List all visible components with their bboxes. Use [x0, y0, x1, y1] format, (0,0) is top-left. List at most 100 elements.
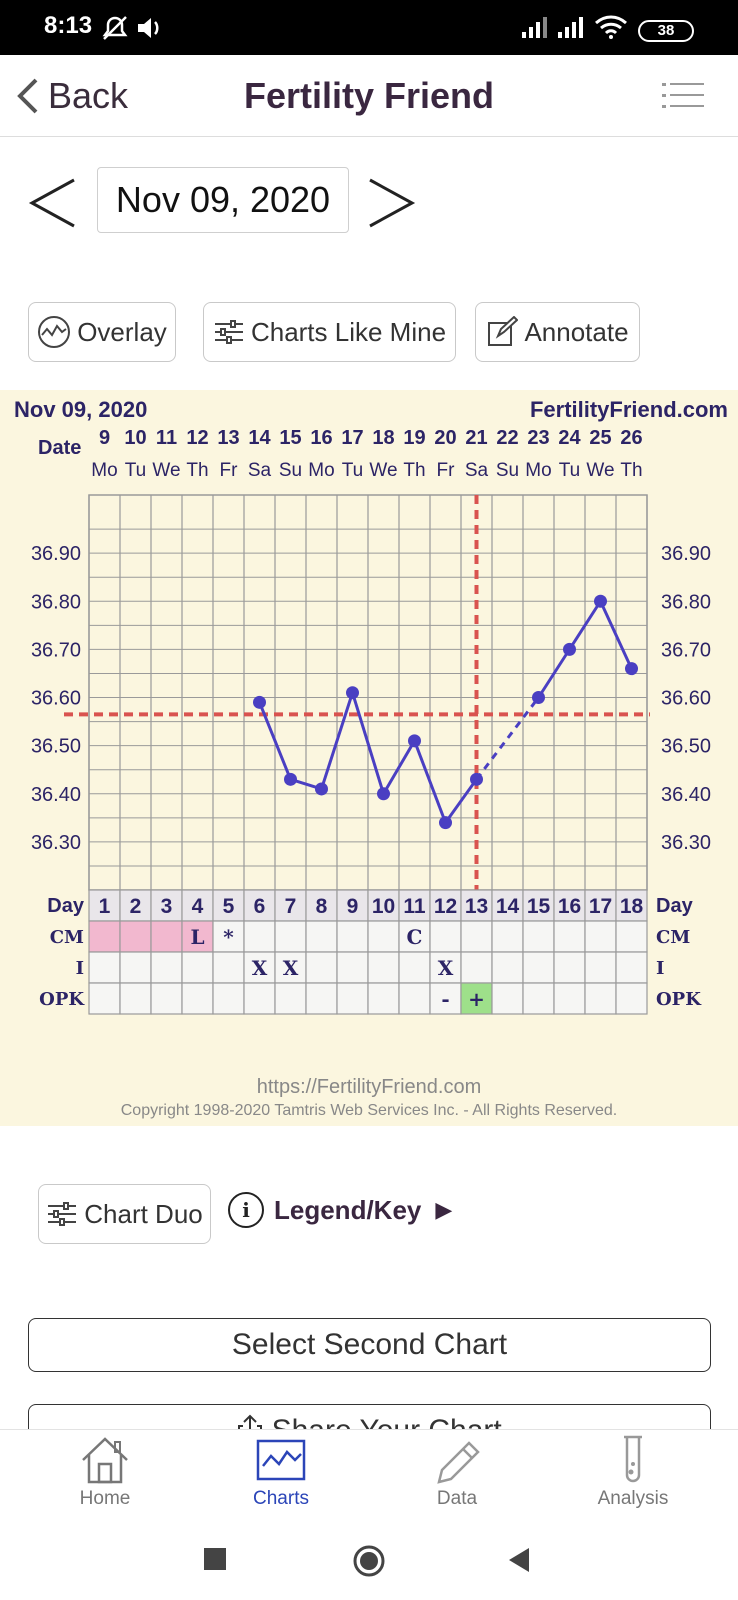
x-date-label: 20 — [434, 427, 456, 449]
day-value: 4 — [192, 895, 204, 918]
intercourse-cell — [491, 951, 524, 984]
sliders-icon — [214, 320, 243, 344]
previous-date-arrow-icon[interactable] — [26, 176, 80, 230]
opk-row-label-left: OPK — [39, 989, 85, 1010]
nav-data-label: Data — [436, 1488, 478, 1509]
x-date-label: 11 — [156, 427, 177, 449]
y-tick-label-left: 36.40 — [31, 784, 81, 806]
opk-cell — [553, 982, 586, 1015]
day-value: 5 — [223, 895, 235, 918]
x-date-label: 22 — [496, 427, 518, 449]
series-line — [444, 778, 478, 824]
overlay-icon — [38, 316, 71, 348]
day-cell — [305, 889, 338, 922]
data-point — [563, 642, 576, 656]
bbt-chart-svg: Nov 09, 2020 FertilityFriend.com Date 9 Mo 10… — [14, 397, 728, 1015]
x-date-label: 16 — [310, 427, 332, 449]
legend-key-label: Legend/Key — [274, 1194, 422, 1225]
pencil-icon — [437, 1441, 480, 1484]
nav-home[interactable]: Home — [35, 1434, 175, 1514]
cm-cell — [336, 920, 369, 953]
chart-duo-button[interactable]: Chart Duo — [38, 1184, 211, 1244]
home-circle-icon[interactable] — [352, 1544, 386, 1578]
edit-note-icon — [488, 316, 519, 346]
day-value: 16 — [558, 895, 581, 918]
signal-icon-1 — [522, 17, 547, 38]
cm-cell — [305, 920, 338, 953]
cm-cell — [367, 920, 400, 953]
opk-cell — [522, 982, 555, 1015]
next-date-arrow-icon[interactable] — [364, 176, 418, 230]
annotate-button[interactable]: Annotate — [475, 302, 640, 362]
data-point — [408, 734, 421, 748]
intercourse-cell — [150, 951, 183, 984]
wifi-icon — [595, 15, 627, 39]
date-display[interactable]: Nov 09, 2020 — [97, 167, 349, 233]
cm-cell — [88, 920, 121, 953]
series-line — [537, 648, 571, 699]
x-date-label: 24 — [558, 427, 581, 449]
notifications-off-icon — [102, 16, 128, 40]
x-date-label: 9 — [99, 427, 110, 449]
opk-cell — [336, 982, 369, 1015]
cm-cell — [243, 920, 276, 953]
day-value: 8 — [316, 895, 328, 918]
x-date-label: 14 — [248, 427, 271, 449]
data-point — [253, 695, 266, 709]
chart-header-date: Nov 09, 2020 — [14, 397, 147, 422]
opk-cell — [119, 982, 152, 1015]
cm-cell — [119, 920, 152, 953]
select-second-chart-button[interactable]: Select Second Chart — [28, 1318, 711, 1372]
y-tick-label-left: 36.50 — [31, 736, 81, 758]
cm-cell — [460, 920, 493, 953]
intercourse-cell — [553, 951, 586, 984]
cm-row-label-right: CM — [656, 927, 690, 948]
y-tick-label-left: 36.30 — [31, 832, 81, 854]
intercourse-cell — [274, 951, 307, 984]
back-triangle-icon[interactable] — [507, 1547, 531, 1573]
x-date-label: 10 — [124, 427, 146, 449]
intercourse-value: X — [438, 956, 454, 980]
bbt-chart: Nov 09, 2020 FertilityFriend.com Date 9 Mo 10… — [0, 390, 738, 1126]
day-value: 7 — [285, 895, 297, 918]
menu-list-icon[interactable] — [662, 81, 704, 111]
nav-analysis[interactable]: Analysis — [563, 1434, 703, 1514]
intercourse-cell — [460, 951, 493, 984]
nav-data[interactable]: Data — [387, 1434, 527, 1514]
bottom-navigation: Home Charts Data Analysis — [0, 1429, 738, 1513]
recents-square-icon[interactable] — [204, 1548, 226, 1570]
series-line — [568, 600, 602, 651]
x-date-label: 23 — [527, 427, 549, 449]
sliders-icon — [48, 1202, 77, 1226]
opk-cell — [88, 982, 121, 1015]
intercourse-cell — [305, 951, 338, 984]
day-value: 10 — [372, 895, 395, 918]
cm-value: * — [223, 925, 234, 949]
data-point — [625, 662, 638, 676]
overlay-button[interactable]: Overlay — [28, 302, 176, 362]
intercourse-cell — [212, 951, 245, 984]
annotate-label: Annotate — [524, 316, 629, 347]
day-value: 18 — [620, 895, 644, 918]
series-line — [258, 701, 292, 780]
chart-footer-url[interactable]: https://FertilityFriend.com — [256, 1076, 482, 1098]
legend-key-link[interactable]: i Legend/Key ▶ — [228, 1192, 452, 1228]
cm-cell — [150, 920, 183, 953]
chart-icon — [256, 1439, 306, 1481]
y-tick-label-left: 36.70 — [31, 639, 81, 661]
x-weekday-label: Mo — [308, 460, 334, 481]
x-weekday-label: Tu — [559, 460, 580, 481]
intercourse-cell — [181, 951, 214, 984]
nav-charts[interactable]: Charts — [211, 1434, 351, 1514]
day-cell — [522, 889, 555, 922]
house-icon — [82, 1437, 128, 1484]
cm-row-label-left: CM — [50, 927, 84, 948]
back-button[interactable]: Back — [14, 75, 128, 117]
x-weekday-label: Sa — [248, 460, 272, 481]
signal-icon-2 — [558, 17, 583, 38]
status-time: 8:13 — [44, 12, 93, 39]
y-tick-label-right: 36.30 — [661, 832, 711, 854]
intercourse-cell — [88, 951, 121, 984]
info-icon: i — [228, 1192, 264, 1228]
charts-like-mine-button[interactable]: Charts Like Mine — [203, 302, 456, 362]
